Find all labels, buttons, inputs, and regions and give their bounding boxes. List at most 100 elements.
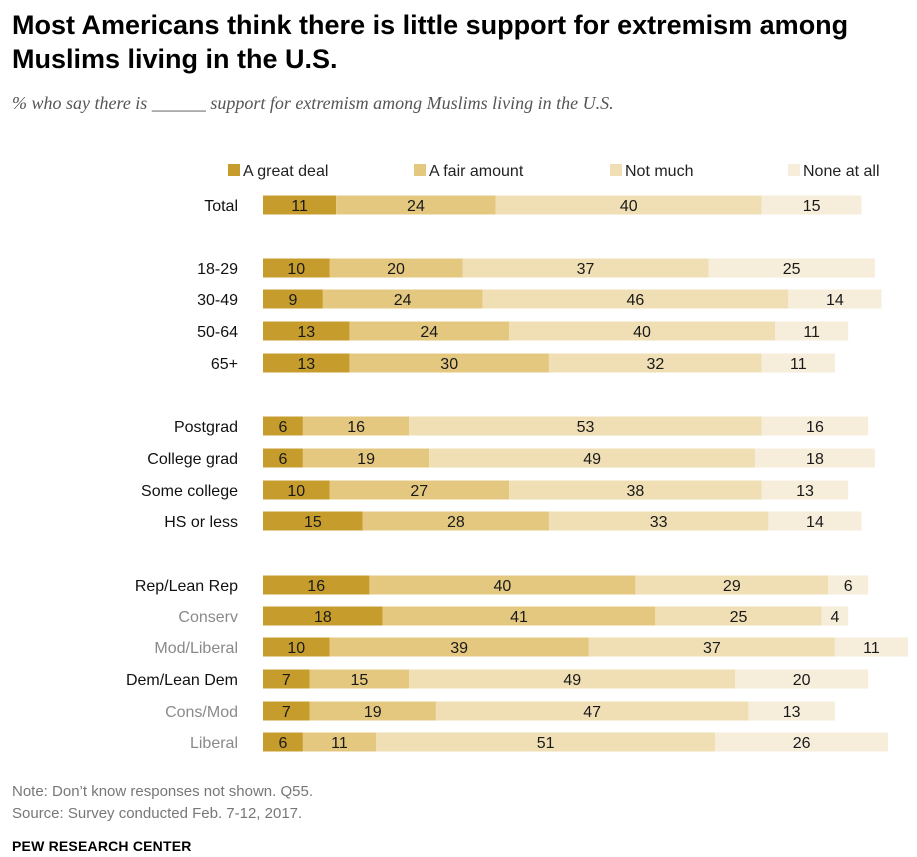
bar-value-label: 11 [291, 198, 308, 215]
bar-value-label: 13 [297, 324, 315, 341]
bar-value-label: 10 [287, 261, 305, 278]
bar-segment [735, 669, 869, 689]
bar-segment [263, 480, 330, 500]
row-label: Cons/Mod [165, 704, 238, 721]
bar-segment [761, 480, 849, 500]
bar-segment [761, 195, 862, 215]
bar-value-label: 10 [287, 640, 305, 657]
bar-segment [828, 575, 869, 595]
bar-segment [382, 606, 656, 626]
legend-swatch [788, 164, 800, 176]
bar-row: Liberal 6 11 51 26 [190, 732, 889, 752]
bar-value-label: 20 [793, 672, 811, 689]
bar-segment [263, 289, 323, 309]
bar-row: 50-64 13 24 40 11 [197, 321, 849, 341]
legend-item: None at all [788, 163, 880, 180]
bar-value-label: 51 [537, 735, 555, 752]
bar-value-label: 24 [407, 198, 425, 215]
bar-value-label: 38 [627, 483, 645, 500]
bar-value-label: 13 [783, 704, 801, 721]
bar-segment [409, 416, 762, 436]
bar-value-label: 18 [314, 609, 332, 626]
bar-segment [821, 606, 849, 626]
bar-segment [761, 353, 835, 373]
bar-segment [302, 448, 430, 468]
bar-value-label: 13 [796, 483, 814, 500]
bar-segment [322, 289, 483, 309]
bar-value-label: 29 [723, 578, 741, 595]
bar-value-label: 40 [633, 324, 651, 341]
bar-value-label: 6 [278, 419, 287, 436]
bar-value-label: 14 [826, 292, 844, 309]
bar-segment [329, 258, 463, 278]
bar-value-label: 7 [282, 704, 291, 721]
bar-value-label: 13 [297, 356, 315, 373]
chart-source: Source: Survey conducted Feb. 7-12, 2017… [12, 805, 303, 822]
bar-segment [768, 511, 862, 531]
bar-segment [788, 289, 882, 309]
bar-value-label: 15 [304, 514, 322, 531]
bar-row: Postgrad 6 16 53 16 [174, 416, 869, 436]
bar-segment [495, 195, 762, 215]
bar-segment [548, 353, 762, 373]
legend-item: Not much [610, 163, 693, 180]
row-label: 50-64 [197, 324, 238, 341]
bar-segment [775, 321, 849, 341]
bar-segment [362, 511, 549, 531]
bar-segment [708, 258, 875, 278]
bar-row: Rep/Lean Rep 16 40 29 6 [135, 575, 869, 595]
bar-value-label: 19 [364, 704, 382, 721]
bar-segment [349, 321, 510, 341]
bar-segment [429, 448, 756, 468]
bar-value-label: 20 [387, 261, 405, 278]
row-label: Mod/Liberal [154, 640, 238, 657]
bar-value-label: 32 [646, 356, 664, 373]
bar-value-label: 47 [583, 704, 601, 721]
bar-segment [263, 606, 383, 626]
bar-segment [263, 353, 350, 373]
bar-value-label: 11 [803, 324, 820, 341]
bar-segment [509, 321, 776, 341]
brand-name: PEW RESEARCH CENTER [12, 838, 192, 854]
bar-segment [834, 637, 909, 657]
bar-value-label: 24 [394, 292, 412, 309]
row-label: Dem/Lean Dem [126, 672, 238, 689]
bar-row: 18-29 10 20 37 25 [197, 258, 875, 278]
bar-segment [548, 511, 769, 531]
chart-subtitle: % who say there is ______ support for ex… [12, 93, 614, 113]
bar-segment [349, 353, 549, 373]
bar-segment [409, 669, 736, 689]
row-label: College grad [147, 451, 238, 468]
bar-value-label: 16 [307, 578, 325, 595]
bar-segment [263, 195, 337, 215]
row-label: Total [204, 198, 238, 215]
bar-value-label: 40 [494, 578, 512, 595]
bar-segment [263, 511, 363, 531]
bar-value-label: 6 [278, 735, 287, 752]
bar-value-label: 11 [790, 356, 807, 373]
row-label: 30-49 [197, 292, 238, 309]
bar-value-label: 7 [282, 672, 291, 689]
bar-segment [309, 701, 436, 721]
bar-value-label: 15 [803, 198, 821, 215]
bar-segment [263, 575, 370, 595]
bar-value-label: 16 [347, 419, 365, 436]
bar-row: 30-49 9 24 46 14 [197, 289, 882, 309]
legend-swatch [414, 164, 426, 176]
legend-swatch [228, 164, 240, 176]
bar-value-label: 9 [288, 292, 297, 309]
bar-value-label: 26 [793, 735, 811, 752]
legend-item: A great deal [228, 163, 328, 180]
bar-value-label: 11 [863, 640, 880, 657]
bar-segment [635, 575, 829, 595]
bar-value-label: 25 [783, 261, 801, 278]
bar-value-label: 11 [331, 735, 348, 752]
bar-segment [263, 416, 303, 436]
bar-segment [509, 480, 762, 500]
bar-row: College grad 6 19 49 18 [147, 448, 875, 468]
bar-value-label: 18 [806, 451, 824, 468]
row-label: Postgrad [174, 419, 238, 436]
bar-segment [462, 258, 709, 278]
legend-swatch [610, 164, 622, 176]
bar-segment [302, 416, 410, 436]
